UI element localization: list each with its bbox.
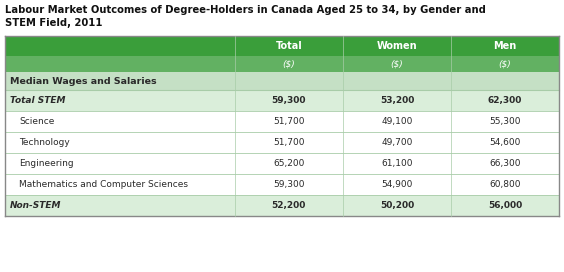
Bar <box>5 195 559 216</box>
Text: 65,200: 65,200 <box>273 159 305 168</box>
Text: Technology: Technology <box>19 138 70 147</box>
Bar <box>5 36 559 56</box>
Text: ($): ($) <box>499 60 512 69</box>
Text: Women: Women <box>377 41 417 51</box>
Text: Total: Total <box>276 41 302 51</box>
Text: 55,300: 55,300 <box>489 117 521 126</box>
Text: 52,200: 52,200 <box>272 201 306 210</box>
Bar <box>5 72 559 90</box>
Bar <box>5 174 559 195</box>
Bar <box>5 111 559 132</box>
Text: Engineering: Engineering <box>19 159 74 168</box>
Text: 61,100: 61,100 <box>381 159 413 168</box>
Bar <box>5 90 559 111</box>
Text: 56,000: 56,000 <box>488 201 522 210</box>
Text: Total STEM: Total STEM <box>10 96 65 105</box>
Text: Men: Men <box>494 41 517 51</box>
Text: 59,300: 59,300 <box>273 180 305 189</box>
Text: 60,800: 60,800 <box>489 180 521 189</box>
Text: 49,700: 49,700 <box>381 138 413 147</box>
Bar <box>5 153 559 174</box>
Text: 62,300: 62,300 <box>488 96 522 105</box>
Text: Mathematics and Computer Sciences: Mathematics and Computer Sciences <box>19 180 188 189</box>
Text: 53,200: 53,200 <box>380 96 414 105</box>
Text: 54,900: 54,900 <box>381 180 413 189</box>
Text: Non-STEM: Non-STEM <box>10 201 61 210</box>
Text: Median Wages and Salaries: Median Wages and Salaries <box>10 76 157 85</box>
Text: Science: Science <box>19 117 54 126</box>
Text: 49,100: 49,100 <box>381 117 413 126</box>
Text: Labour Market Outcomes of Degree-Holders in Canada Aged 25 to 34, by Gender and: Labour Market Outcomes of Degree-Holders… <box>5 5 486 15</box>
Bar <box>5 56 559 72</box>
Text: 51,700: 51,700 <box>273 117 305 126</box>
Text: STEM Field, 2011: STEM Field, 2011 <box>5 18 103 28</box>
Text: 51,700: 51,700 <box>273 138 305 147</box>
Text: ($): ($) <box>283 60 296 69</box>
Bar <box>5 132 559 153</box>
Text: 50,200: 50,200 <box>380 201 414 210</box>
Text: 59,300: 59,300 <box>272 96 306 105</box>
Text: 66,300: 66,300 <box>489 159 521 168</box>
Text: 54,600: 54,600 <box>490 138 521 147</box>
Text: ($): ($) <box>391 60 403 69</box>
